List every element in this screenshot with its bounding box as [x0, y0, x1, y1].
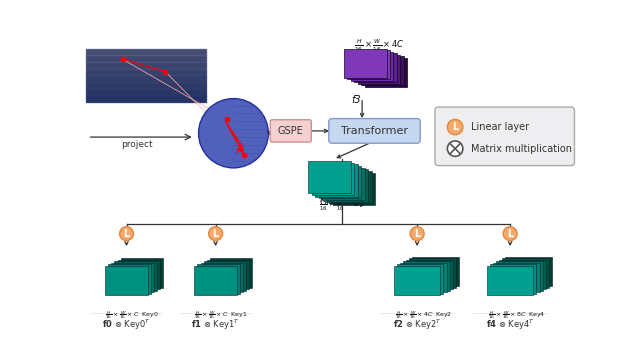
FancyBboxPatch shape: [333, 173, 375, 205]
FancyBboxPatch shape: [270, 120, 311, 142]
Circle shape: [120, 227, 134, 240]
FancyBboxPatch shape: [410, 258, 456, 288]
FancyBboxPatch shape: [319, 166, 362, 198]
Text: Linear layer: Linear layer: [470, 122, 529, 132]
FancyBboxPatch shape: [111, 263, 154, 292]
FancyBboxPatch shape: [400, 263, 447, 292]
FancyBboxPatch shape: [322, 168, 365, 200]
Text: Global key: Global key: [319, 198, 364, 208]
Circle shape: [410, 227, 424, 240]
Circle shape: [503, 227, 517, 240]
Circle shape: [209, 336, 223, 350]
FancyBboxPatch shape: [86, 48, 206, 102]
Text: L: L: [212, 338, 219, 348]
FancyBboxPatch shape: [115, 261, 157, 291]
FancyBboxPatch shape: [207, 260, 250, 289]
FancyBboxPatch shape: [105, 266, 148, 295]
Text: $\frac{H}{16} \times \frac{W}{16} \times 2C$: $\frac{H}{16} \times \frac{W}{16} \times…: [319, 197, 365, 213]
FancyBboxPatch shape: [493, 263, 540, 292]
FancyBboxPatch shape: [362, 56, 404, 85]
Ellipse shape: [198, 98, 268, 168]
FancyBboxPatch shape: [200, 263, 243, 292]
Text: $\frac{H}{16} \times \frac{W}{16} \times C$  Key0: $\frac{H}{16} \times \frac{W}{16} \times…: [105, 309, 158, 321]
FancyBboxPatch shape: [355, 53, 397, 82]
FancyBboxPatch shape: [344, 48, 387, 78]
FancyBboxPatch shape: [326, 169, 368, 202]
FancyBboxPatch shape: [316, 164, 358, 197]
FancyBboxPatch shape: [121, 258, 163, 288]
Text: $\mathbf{f4}$ $\otimes$ Key4$^T$: $\mathbf{f4}$ $\otimes$ Key4$^T$: [486, 317, 534, 332]
Text: $\frac{H}{16} \times \frac{W}{16} \times C$  Key1: $\frac{H}{16} \times \frac{W}{16} \times…: [194, 309, 247, 321]
Text: $\frac{H}{16} \times \frac{W}{16} \times 8C$  Key4: $\frac{H}{16} \times \frac{W}{16} \times…: [488, 309, 546, 321]
FancyBboxPatch shape: [499, 260, 546, 289]
Text: $\frac{H}{16} \times \frac{W}{16} \times 4C$  Key2: $\frac{H}{16} \times \frac{W}{16} \times…: [396, 309, 453, 321]
Text: L: L: [414, 229, 420, 239]
FancyBboxPatch shape: [378, 315, 456, 335]
FancyBboxPatch shape: [179, 315, 253, 335]
Text: Transformer: Transformer: [341, 126, 408, 136]
Text: $\mathbf{f1}$ $\otimes$ Key1$^T$: $\mathbf{f1}$ $\otimes$ Key1$^T$: [191, 317, 240, 332]
Text: GSPE: GSPE: [278, 126, 303, 136]
Text: L: L: [212, 229, 219, 239]
Circle shape: [120, 336, 134, 350]
Text: L: L: [414, 338, 420, 348]
FancyBboxPatch shape: [351, 52, 394, 81]
FancyBboxPatch shape: [403, 261, 450, 291]
Text: L: L: [452, 122, 458, 132]
Text: L: L: [507, 229, 513, 239]
FancyBboxPatch shape: [490, 264, 536, 294]
FancyBboxPatch shape: [502, 258, 549, 288]
FancyBboxPatch shape: [348, 50, 390, 79]
Text: project: project: [121, 140, 153, 149]
FancyBboxPatch shape: [195, 266, 237, 295]
FancyBboxPatch shape: [329, 171, 372, 203]
Text: $\mathbf{f2}$ $\otimes$ Key2$^T$: $\mathbf{f2}$ $\otimes$ Key2$^T$: [393, 317, 442, 332]
FancyBboxPatch shape: [496, 261, 543, 291]
Text: $\mathbf{f0}$ $\otimes$ Key0$^T$: $\mathbf{f0}$ $\otimes$ Key0$^T$: [102, 317, 151, 332]
Text: L: L: [124, 229, 130, 239]
FancyBboxPatch shape: [312, 163, 355, 195]
FancyBboxPatch shape: [204, 261, 246, 291]
FancyBboxPatch shape: [412, 257, 459, 286]
FancyBboxPatch shape: [471, 315, 549, 335]
FancyBboxPatch shape: [197, 264, 240, 294]
Text: $\frac{H}{16} \times \frac{W}{16} \times 4C$: $\frac{H}{16} \times \frac{W}{16} \times…: [354, 38, 405, 54]
Text: Matrix multiplication: Matrix multiplication: [470, 144, 572, 154]
Circle shape: [447, 141, 463, 156]
FancyBboxPatch shape: [365, 58, 408, 87]
FancyBboxPatch shape: [308, 161, 351, 193]
FancyBboxPatch shape: [506, 257, 552, 286]
FancyBboxPatch shape: [108, 264, 151, 294]
Text: L: L: [507, 338, 513, 348]
FancyBboxPatch shape: [397, 264, 444, 294]
FancyBboxPatch shape: [406, 260, 452, 289]
Text: f3: f3: [351, 95, 361, 105]
Circle shape: [209, 227, 223, 240]
FancyBboxPatch shape: [394, 266, 440, 295]
FancyBboxPatch shape: [329, 119, 420, 143]
FancyBboxPatch shape: [90, 315, 164, 335]
FancyBboxPatch shape: [487, 266, 533, 295]
FancyBboxPatch shape: [118, 260, 160, 289]
FancyBboxPatch shape: [435, 107, 575, 166]
Circle shape: [410, 336, 424, 350]
Text: L: L: [124, 338, 130, 348]
FancyBboxPatch shape: [358, 55, 401, 84]
FancyBboxPatch shape: [210, 258, 252, 288]
Circle shape: [503, 336, 517, 350]
Circle shape: [447, 119, 463, 135]
